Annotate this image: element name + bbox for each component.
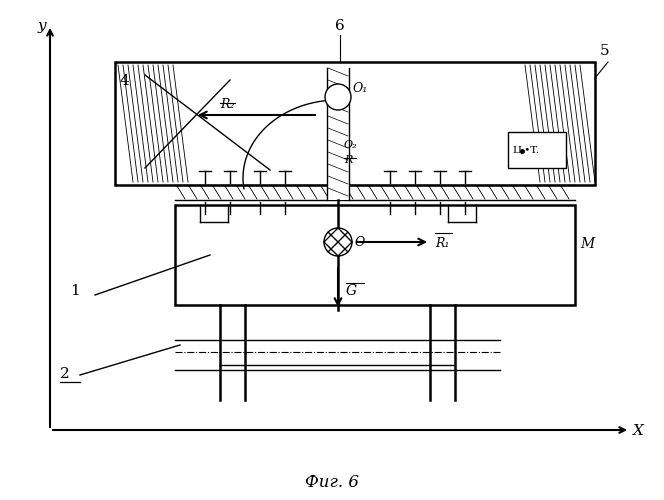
Text: Фиг. 6: Фиг. 6 (305, 474, 359, 491)
Text: R₂: R₂ (220, 98, 234, 111)
Text: y: y (38, 19, 46, 33)
Text: R: R (344, 155, 353, 165)
Text: O: O (355, 236, 365, 249)
Text: O₁: O₁ (353, 82, 369, 95)
Text: 4: 4 (120, 74, 129, 88)
Circle shape (325, 84, 351, 110)
Text: 1: 1 (70, 284, 80, 298)
Bar (508, 132, 566, 168)
Text: 6: 6 (335, 19, 345, 33)
Text: X: X (633, 424, 644, 438)
Text: 5: 5 (600, 44, 610, 58)
Text: O₂: O₂ (344, 140, 358, 150)
Text: M: M (580, 237, 594, 251)
Bar (327, 68, 349, 200)
Bar (175, 205, 575, 305)
Text: 2: 2 (60, 367, 70, 381)
Circle shape (324, 228, 352, 256)
Text: R₁: R₁ (435, 237, 450, 250)
Text: Ц.•T.: Ц.•T. (512, 146, 539, 155)
Text: G: G (346, 284, 357, 298)
Bar (115, 62, 595, 185)
